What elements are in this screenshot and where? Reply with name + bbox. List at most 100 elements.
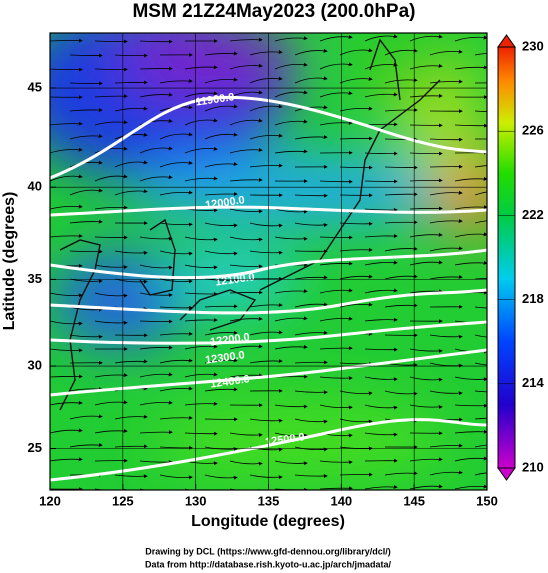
streamline — [409, 260, 443, 266]
x-tick-label: 130 — [185, 493, 207, 508]
streamline — [204, 250, 238, 256]
streamline — [409, 178, 443, 183]
streamline — [94, 205, 128, 210]
streamline — [204, 192, 238, 197]
streamline — [229, 344, 263, 350]
streamline — [339, 302, 373, 308]
field — [50, 33, 487, 503]
streamline — [184, 146, 218, 154]
streamline — [159, 250, 193, 256]
streamline — [474, 191, 487, 196]
streamline — [294, 76, 328, 84]
streamline — [159, 331, 193, 336]
streamline — [409, 457, 443, 462]
streamline — [364, 484, 398, 490]
streamline — [229, 316, 263, 322]
streamline — [294, 135, 328, 140]
streamline — [319, 62, 353, 70]
streamline — [454, 176, 487, 182]
colorbar — [497, 46, 516, 469]
streamline — [139, 345, 173, 350]
streamline — [184, 91, 218, 98]
streamline — [319, 404, 353, 410]
streamline — [409, 232, 443, 238]
streamline — [474, 334, 487, 338]
streamline — [249, 104, 283, 112]
streamline — [274, 208, 308, 214]
streamline — [294, 193, 328, 198]
streamline — [454, 123, 487, 128]
streamline — [454, 429, 487, 434]
streamline — [204, 104, 238, 112]
streamline — [159, 358, 193, 364]
streamline — [204, 77, 238, 84]
streamline — [274, 119, 308, 126]
x-tick-label: 145 — [403, 493, 425, 508]
streamline — [94, 94, 128, 99]
streamline — [50, 233, 83, 238]
streamline — [249, 222, 283, 228]
streamline — [364, 34, 398, 42]
streamline — [474, 52, 487, 56]
streamline — [409, 404, 443, 409]
streamline — [114, 80, 148, 85]
x-axis-label: Longitude (degrees) — [191, 513, 345, 530]
streamline — [274, 62, 308, 70]
streamline — [50, 428, 83, 434]
streamline — [50, 400, 83, 406]
x-tick-label: 135 — [258, 493, 280, 508]
streamline — [159, 474, 193, 480]
colorbar-tick-label: 210 — [522, 459, 544, 474]
streamline — [429, 246, 463, 252]
streamline — [229, 236, 263, 242]
contour-label: 12400.0 — [209, 373, 250, 390]
y-tick-label: 35 — [28, 271, 42, 286]
colorbar-min — [497, 467, 516, 481]
streamline — [94, 67, 128, 72]
streamline — [364, 376, 398, 382]
streamline — [229, 432, 263, 437]
streamline — [429, 79, 463, 84]
streamline — [159, 160, 193, 168]
streamline — [94, 264, 128, 270]
streamline — [114, 160, 148, 168]
streamline — [454, 232, 487, 238]
streamline — [429, 362, 463, 368]
streamline — [94, 428, 128, 434]
streamline — [114, 444, 148, 449]
colorbar-tick-label: 230 — [522, 38, 544, 53]
streamline — [204, 222, 238, 228]
streamline — [229, 177, 263, 182]
streamline — [139, 236, 173, 241]
streamline — [294, 474, 328, 479]
y-tick-label: 45 — [28, 79, 42, 94]
streamline — [429, 275, 463, 280]
streamline — [319, 120, 353, 126]
streamline — [229, 460, 263, 466]
streamline — [294, 105, 328, 112]
streamline — [114, 53, 148, 58]
streamline — [249, 474, 283, 480]
streamline — [295, 502, 327, 503]
streamline — [409, 151, 443, 156]
streamline — [474, 417, 487, 420]
streamline — [114, 106, 148, 112]
streamline — [50, 320, 83, 326]
colorbar-tick-label: 222 — [522, 207, 544, 222]
streamline — [454, 403, 487, 408]
streamline — [229, 147, 263, 154]
streamline — [69, 188, 103, 196]
streamline — [50, 204, 83, 210]
streamline — [114, 359, 148, 364]
streamline — [339, 165, 373, 170]
streamline — [409, 348, 443, 353]
streamline — [184, 264, 218, 270]
colorbar-max — [497, 34, 516, 48]
streamline — [184, 176, 218, 182]
streamline — [364, 404, 398, 410]
y-tick-label: 30 — [28, 358, 42, 373]
streamline — [94, 373, 128, 378]
chart-title: MSM 21Z24May2023 (200.0hPa) — [132, 1, 415, 22]
streamline — [139, 430, 173, 435]
